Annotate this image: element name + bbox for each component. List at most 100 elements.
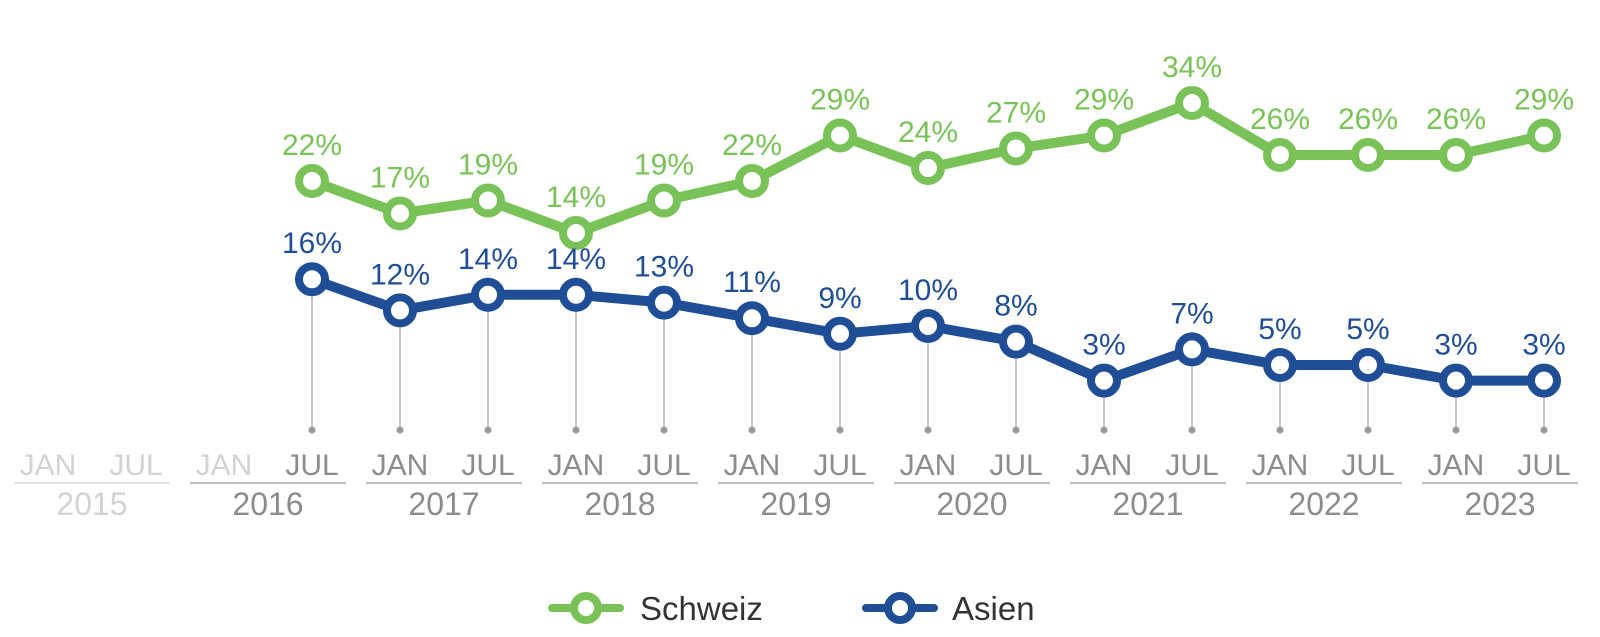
data-label: 11% (723, 266, 781, 299)
data-label: 3% (1434, 329, 1477, 362)
data-point (1087, 118, 1121, 153)
data-label: 12% (370, 258, 430, 291)
x-year-label: 2021 (1112, 486, 1183, 522)
data-label: 22% (282, 129, 342, 162)
data-point (823, 316, 857, 351)
data-point (911, 151, 945, 185)
legend: Schweiz Asien (548, 590, 1035, 627)
data-point (1263, 348, 1297, 382)
data-label: 26% (1426, 103, 1486, 136)
data-label: 9% (818, 282, 861, 315)
x-tick-label: JAN (1252, 449, 1309, 482)
data-point (1175, 86, 1209, 120)
x-tick-label: JUL (285, 449, 338, 482)
data-label: 14% (458, 243, 518, 276)
data-point (471, 183, 505, 218)
data-label: 26% (1250, 103, 1310, 136)
data-point (911, 309, 945, 343)
drop-lines (308, 279, 1548, 434)
data-label: 13% (634, 251, 694, 284)
x-tick-label: JUL (637, 449, 690, 482)
drop-line-dot (1188, 426, 1196, 434)
x-tick-label: JUL (1165, 449, 1218, 482)
data-point (383, 293, 417, 328)
x-tick-label: JUL (1517, 449, 1570, 482)
data-label: 29% (1514, 84, 1574, 117)
data-label: 27% (986, 97, 1046, 130)
data-label: 5% (1258, 313, 1301, 346)
drop-line-dot (1276, 426, 1284, 434)
legend-label-asien: Asien (952, 590, 1035, 627)
data-label: 3% (1082, 329, 1125, 362)
x-tick-label: JAN (196, 449, 253, 482)
data-point (823, 118, 857, 153)
data-point (735, 164, 769, 198)
data-label: 24% (898, 116, 958, 149)
x-tick-label: JAN (1076, 449, 1133, 482)
data-label: 5% (1346, 313, 1389, 346)
data-point (559, 277, 593, 312)
x-tick-label: JAN (1428, 449, 1485, 482)
data-point (735, 301, 769, 336)
legend-label-schweiz: Schweiz (640, 590, 763, 627)
legend-swatch-schweiz-marker (570, 592, 602, 624)
x-tick-label: JUL (989, 449, 1042, 482)
drop-line-dot (1364, 426, 1372, 434)
x-year-label: 2017 (408, 486, 479, 522)
drop-line-dot (1012, 426, 1020, 434)
data-label: 14% (546, 181, 606, 214)
data-label: 29% (810, 84, 870, 117)
x-tick-label: JAN (372, 449, 429, 482)
data-point (999, 131, 1033, 166)
data-point (1087, 363, 1121, 398)
data-point (1439, 363, 1473, 398)
drop-line-dot (308, 426, 316, 434)
data-point (1351, 348, 1385, 382)
drop-line-dot (1100, 426, 1108, 434)
drop-line-dot (660, 426, 668, 434)
data-label: 17% (370, 162, 430, 195)
data-label: 34% (1162, 51, 1222, 84)
series-schweiz: 22% 17% 19% 14% 19% 22% 29% 24% 27% 29% 34% 26% 26% 2… (282, 51, 1574, 250)
x-tick-label: JUL (461, 449, 514, 482)
x-tick-label: JAN (900, 449, 957, 482)
data-point (559, 216, 593, 250)
data-label: 8% (994, 290, 1037, 323)
x-tick-label: JAN (20, 449, 77, 482)
data-point (1439, 138, 1473, 172)
x-tick-label: JAN (548, 449, 605, 482)
x-axis: JAN JUL JAN JUL JAN JUL JAN JUL JAN JUL JAN JUL JAN J… (14, 449, 1578, 522)
data-point (1175, 332, 1209, 367)
data-point (647, 285, 681, 320)
x-year-label: 2018 (584, 486, 655, 522)
data-label: 26% (1338, 103, 1398, 136)
data-point (295, 262, 329, 297)
data-point (471, 277, 505, 312)
x-year-label: 2015 (56, 486, 127, 522)
x-tick-label: JUL (109, 449, 162, 482)
data-point (647, 183, 681, 218)
data-label: 16% (282, 227, 342, 260)
x-year-label: 2020 (936, 486, 1007, 522)
x-year-label: 2023 (1464, 486, 1535, 522)
x-tick-label: JAN (724, 449, 781, 482)
data-label: 3% (1522, 329, 1565, 362)
x-year-label: 2016 (232, 486, 303, 522)
drop-line-dot (396, 426, 404, 434)
drop-line-dot (836, 426, 844, 434)
data-point (1351, 138, 1385, 172)
data-point (383, 196, 417, 231)
data-label: 19% (458, 149, 518, 182)
x-year-label: 2022 (1288, 486, 1359, 522)
data-label: 10% (898, 274, 958, 307)
drop-line-dot (748, 426, 756, 434)
drop-line-dot (1540, 426, 1548, 434)
legend-swatch-asien-marker (884, 592, 916, 624)
series-asien: 16% 12% 14% 14% 13% 11% 9% 10% 8% 3% 7% 5% 5% 3% 3% (282, 227, 1566, 398)
data-point (999, 324, 1033, 359)
drop-line-dot (924, 426, 932, 434)
drop-line-dot (1452, 426, 1460, 434)
data-label: 22% (722, 129, 782, 162)
x-tick-label: JUL (1341, 449, 1394, 482)
